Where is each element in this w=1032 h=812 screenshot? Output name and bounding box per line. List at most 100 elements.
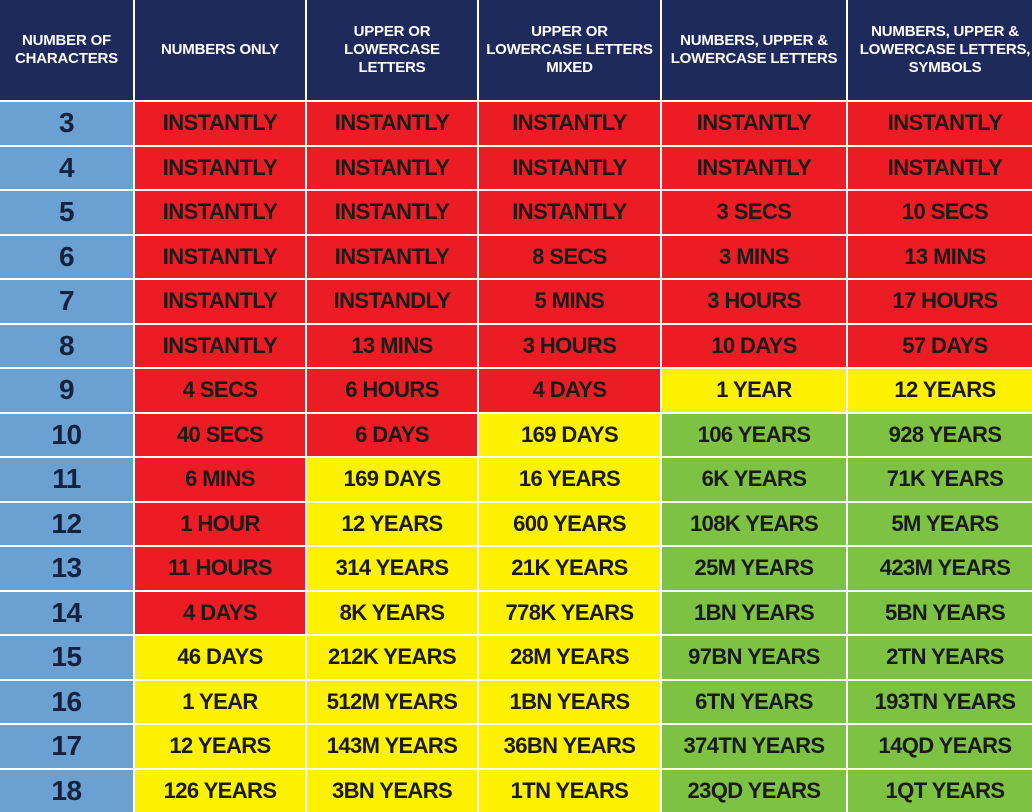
crack-time-cell: 8K YEARS (307, 592, 477, 635)
crack-time-cell: 8 SECS (479, 236, 660, 279)
crack-time-cell: INSTANTLY (135, 236, 305, 279)
crack-time-cell: 4 SECS (135, 369, 305, 412)
crack-time-cell: 12 YEARS (135, 725, 305, 768)
crack-time-cell: INSTANTLY (307, 191, 477, 234)
crack-time-cell: 3BN YEARS (307, 770, 477, 812)
crack-time-cell: 423M YEARS (848, 547, 1032, 590)
crack-time-cell: 3 HOURS (662, 280, 846, 323)
crack-time-cell: 143M YEARS (307, 725, 477, 768)
crack-time-cell: 4 DAYS (479, 369, 660, 412)
crack-time-cell: 10 DAYS (662, 325, 846, 368)
crack-time-cell: INSTANTLY (848, 147, 1032, 190)
crack-time-cell: 6 MINS (135, 458, 305, 501)
crack-time-cell: 193TN YEARS (848, 681, 1032, 724)
crack-time-cell: 10 SECS (848, 191, 1032, 234)
character-count-cell: 8 (0, 325, 133, 368)
crack-time-cell: 28M YEARS (479, 636, 660, 679)
crack-time-cell: INSTANTLY (135, 280, 305, 323)
crack-time-cell: 6 DAYS (307, 414, 477, 457)
crack-time-cell: INSTANTLY (479, 147, 660, 190)
character-count-cell: 17 (0, 725, 133, 768)
crack-time-cell: 97BN YEARS (662, 636, 846, 679)
crack-time-cell: 169 DAYS (307, 458, 477, 501)
crack-time-cell: INSTANTLY (307, 236, 477, 279)
crack-time-cell: 1TN YEARS (479, 770, 660, 812)
crack-time-cell: 57 DAYS (848, 325, 1032, 368)
crack-time-cell: 5M YEARS (848, 503, 1032, 546)
crack-time-cell: 1 YEAR (135, 681, 305, 724)
crack-time-cell: 1BN YEARS (662, 592, 846, 635)
header-upper-or-lowercase-letters: UPPER OR LOWERCASE LETTERS (307, 0, 477, 100)
character-count-cell: 13 (0, 547, 133, 590)
crack-time-cell: 108K YEARS (662, 503, 846, 546)
header-upper-or-lowercase-letters-mixed: UPPER OR LOWERCASE LETTERS MIXED (479, 0, 660, 100)
crack-time-cell: 1 HOUR (135, 503, 305, 546)
character-count-cell: 4 (0, 147, 133, 190)
header-numbers-upper-lowercase-letters: NUMBERS, UPPER & LOWERCASE LETTERS (662, 0, 846, 100)
crack-time-cell: 3 SECS (662, 191, 846, 234)
crack-time-cell: INSTANTLY (479, 102, 660, 145)
crack-time-cell: 25M YEARS (662, 547, 846, 590)
character-count-cell: 16 (0, 681, 133, 724)
crack-time-cell: 12 YEARS (307, 503, 477, 546)
crack-time-cell: 5 MINS (479, 280, 660, 323)
crack-time-cell: 106 YEARS (662, 414, 846, 457)
crack-time-cell: 23QD YEARS (662, 770, 846, 812)
character-count-cell: 14 (0, 592, 133, 635)
character-count-cell: 6 (0, 236, 133, 279)
character-count-cell: 7 (0, 280, 133, 323)
crack-time-cell: INSTANTLY (135, 325, 305, 368)
crack-time-cell: 11 HOURS (135, 547, 305, 590)
crack-time-cell: INSTANTLY (135, 102, 305, 145)
crack-time-cell: 778K YEARS (479, 592, 660, 635)
crack-time-cell: 6K YEARS (662, 458, 846, 501)
character-count-cell: 3 (0, 102, 133, 145)
character-count-cell: 18 (0, 770, 133, 812)
crack-time-cell: INSTANTLY (307, 147, 477, 190)
crack-time-cell: INSTANTLY (662, 102, 846, 145)
crack-time-cell: 2TN YEARS (848, 636, 1032, 679)
crack-time-cell: 3 HOURS (479, 325, 660, 368)
crack-time-cell: 1BN YEARS (479, 681, 660, 724)
password-crack-time-table: NUMBER OF CHARACTERS NUMBERS ONLY UPPER … (0, 0, 1032, 781)
crack-time-cell: 13 MINS (848, 236, 1032, 279)
crack-time-cell: 169 DAYS (479, 414, 660, 457)
character-count-cell: 10 (0, 414, 133, 457)
character-count-cell: 5 (0, 191, 133, 234)
crack-time-cell: 314 YEARS (307, 547, 477, 590)
character-count-cell: 11 (0, 458, 133, 501)
crack-time-cell: 3 MINS (662, 236, 846, 279)
crack-time-cell: 16 YEARS (479, 458, 660, 501)
crack-time-cell: 6TN YEARS (662, 681, 846, 724)
crack-time-cell: 1 YEAR (662, 369, 846, 412)
crack-time-cell: INSTANTLY (662, 147, 846, 190)
crack-time-cell: 40 SECS (135, 414, 305, 457)
crack-time-cell: INSTANTLY (479, 191, 660, 234)
crack-time-cell: INSTANTLY (307, 102, 477, 145)
crack-time-cell: 928 YEARS (848, 414, 1032, 457)
crack-time-cell: 4 DAYS (135, 592, 305, 635)
crack-time-cell: 71K YEARS (848, 458, 1032, 501)
header-numbers-only: NUMBERS ONLY (135, 0, 305, 100)
crack-time-cell: 512M YEARS (307, 681, 477, 724)
header-number-of-characters: NUMBER OF CHARACTERS (0, 0, 133, 100)
crack-time-cell: INSTANTLY (135, 147, 305, 190)
character-count-cell: 15 (0, 636, 133, 679)
crack-time-cell: 1QT YEARS (848, 770, 1032, 812)
crack-time-cell: 36BN YEARS (479, 725, 660, 768)
crack-time-cell: INSTANTLY (135, 191, 305, 234)
character-count-cell: 12 (0, 503, 133, 546)
crack-time-cell: 17 HOURS (848, 280, 1032, 323)
crack-time-cell: INSTANTLY (848, 102, 1032, 145)
crack-time-cell: 126 YEARS (135, 770, 305, 812)
header-numbers-upper-lowercase-letters-symbols: NUMBERS, UPPER & LOWERCASE LETTERS, SYMB… (848, 0, 1032, 100)
character-count-cell: 9 (0, 369, 133, 412)
crack-time-cell: 374TN YEARS (662, 725, 846, 768)
crack-time-cell: 13 MINS (307, 325, 477, 368)
crack-time-cell: 5BN YEARS (848, 592, 1032, 635)
crack-time-cell: 212K YEARS (307, 636, 477, 679)
crack-time-cell: 600 YEARS (479, 503, 660, 546)
crack-time-cell: 21K YEARS (479, 547, 660, 590)
crack-time-cell: 6 HOURS (307, 369, 477, 412)
crack-time-cell: INSTANDLY (307, 280, 477, 323)
